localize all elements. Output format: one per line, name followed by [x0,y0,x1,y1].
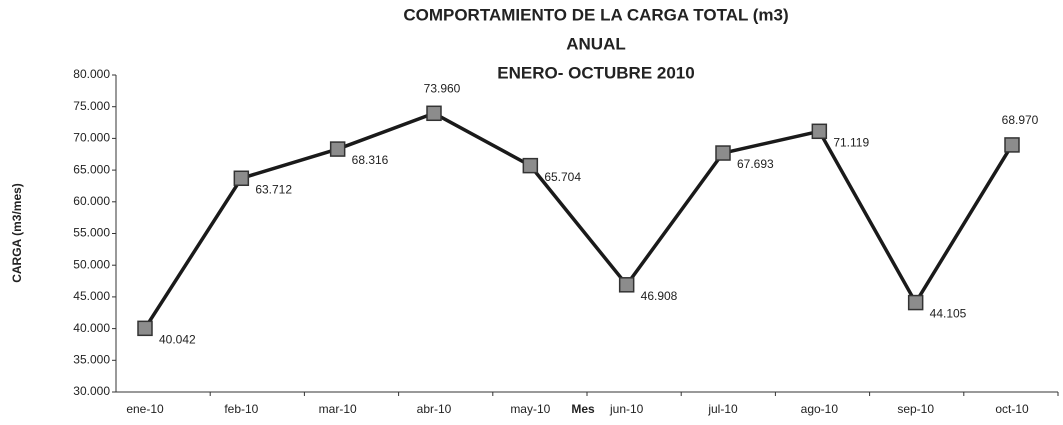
y-tick-label: 30.000 [73,384,110,398]
y-tick-label: 55.000 [73,226,110,240]
marker [1004,137,1020,153]
marker [715,145,731,161]
data-label: 63.712 [255,182,292,196]
marker [907,294,924,311]
y-tick-label: 70.000 [73,131,110,145]
data-label: 44.105 [930,307,967,321]
y-tick-label: 35.000 [73,352,110,366]
y-tick-label: 45.000 [73,289,110,303]
x-tick-label: abr-10 [417,402,452,416]
y-tick-label: 75.000 [73,99,110,113]
marker [522,157,539,174]
marker [137,320,153,337]
data-label: 68.970 [1002,113,1039,127]
data-label: 73.960 [424,81,461,95]
data-label: 67.693 [737,157,774,171]
data-label: 40.042 [159,333,196,347]
chart-subtitle: ANUAL [566,34,626,53]
chart-title: COMPORTAMIENTO DE LA CARGA TOTAL (m3) [403,5,788,24]
y-axis-label: CARGA (m3/mes) [10,183,24,283]
marker [618,277,635,293]
marker [426,105,442,122]
x-tick-label: feb-10 [224,402,258,416]
y-tick-label: 80.000 [73,67,110,81]
y-tick-label: 65.000 [73,162,110,176]
y-tick-label: 60.000 [73,194,110,208]
x-tick-label: ago-10 [801,402,839,416]
marker [811,123,828,140]
x-tick-label: jun-10 [609,402,644,416]
data-label: 71.119 [833,135,869,149]
y-tick-label: 50.000 [73,257,110,271]
marker [233,170,250,187]
data-label: 65.704 [544,170,581,184]
marker [329,141,346,157]
x-tick-label: oct-10 [995,402,1029,416]
x-axis-label: Mes [571,402,595,416]
data-label: 46.908 [641,289,678,303]
data-label: 68.316 [352,153,389,167]
x-tick-label: mar-10 [319,402,357,416]
x-tick-label: may-10 [510,402,550,416]
x-tick-label: jul-10 [707,402,738,416]
series-line [143,111,1014,330]
y-tick-label: 40.000 [73,321,110,335]
x-tick-label: ene-10 [126,402,164,416]
x-tick-label: sep-10 [897,402,934,416]
chart-subtitle: ENERO- OCTUBRE 2010 [497,63,694,82]
